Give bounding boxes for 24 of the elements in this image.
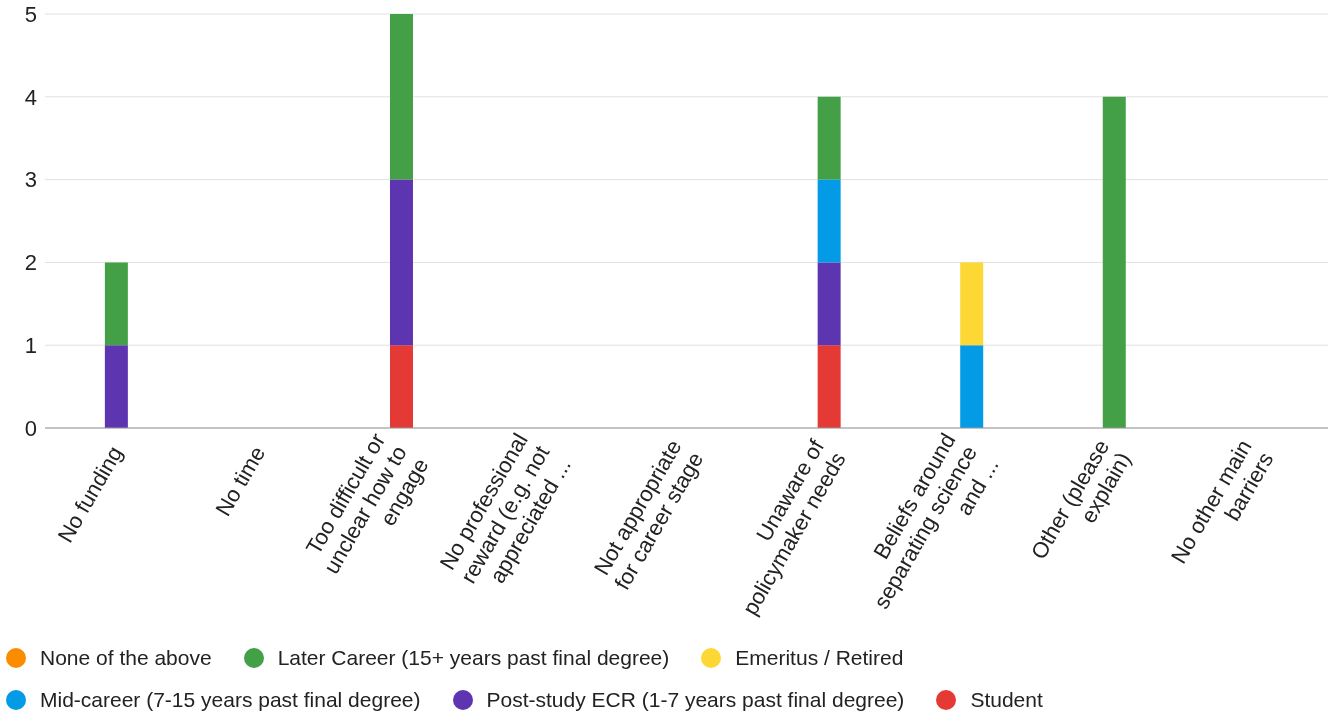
y-tick-label: 4	[24, 84, 37, 110]
legend-label: Later Career (15+ years past final degree)	[277, 646, 670, 670]
bar	[817, 262, 841, 346]
legend-label: None of the above	[40, 646, 212, 670]
bar	[960, 262, 984, 346]
bar	[817, 345, 841, 428]
y-tick-label: 0	[24, 415, 37, 441]
bar	[389, 14, 413, 180]
bar	[960, 345, 984, 428]
y-tick-label: 2	[24, 250, 37, 276]
bar	[104, 262, 128, 346]
y-tick-label: 5	[24, 1, 37, 27]
y-tick-label: 3	[24, 167, 37, 193]
bar	[1102, 96, 1126, 428]
bar	[389, 179, 413, 346]
bar	[389, 345, 413, 428]
legend-label: Post-study ECR (1-7 years past final degree)	[486, 688, 905, 712]
legend-label: Emeritus / Retired	[735, 646, 904, 670]
bar	[817, 179, 841, 263]
bar	[104, 345, 128, 428]
legend-label: Student	[970, 688, 1043, 712]
legend-label: Mid-career (7-15 years past final degree)	[40, 688, 421, 712]
bar	[817, 96, 841, 180]
y-tick-label: 1	[24, 333, 37, 359]
